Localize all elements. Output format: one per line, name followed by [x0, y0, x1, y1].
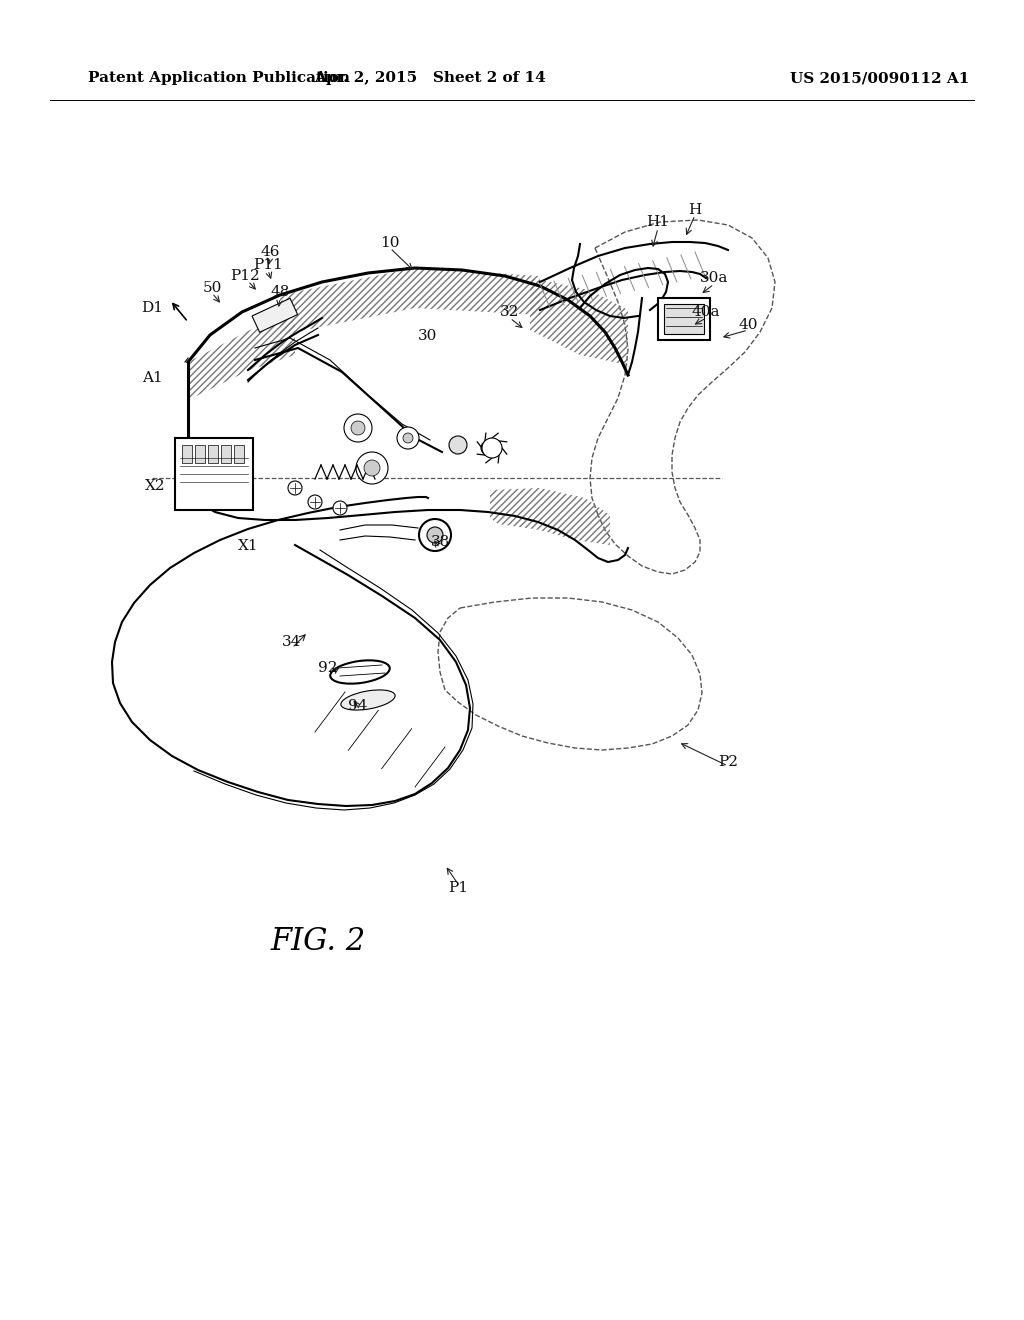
Circle shape [481, 441, 495, 455]
Text: P11: P11 [253, 257, 283, 272]
Text: 46: 46 [260, 246, 280, 259]
Bar [182, 445, 193, 463]
Circle shape [364, 459, 380, 477]
Circle shape [427, 527, 443, 543]
Text: D1: D1 [141, 301, 163, 315]
Circle shape [397, 426, 419, 449]
Text: 94: 94 [348, 700, 368, 713]
Text: H: H [688, 203, 701, 216]
Bar [195, 445, 205, 463]
Text: US 2015/0090112 A1: US 2015/0090112 A1 [791, 71, 970, 84]
Text: 34: 34 [283, 635, 302, 649]
Bar [221, 445, 231, 463]
Text: X2: X2 [144, 479, 165, 492]
Bar [252, 298, 298, 333]
Text: Patent Application Publication: Patent Application Publication [88, 71, 350, 84]
Ellipse shape [331, 660, 390, 684]
Bar [658, 298, 710, 341]
Text: 38: 38 [430, 535, 450, 549]
Circle shape [449, 436, 467, 454]
Text: P1: P1 [449, 880, 468, 895]
Text: 30: 30 [419, 329, 437, 343]
Text: 10: 10 [380, 236, 399, 249]
Circle shape [344, 414, 372, 442]
Text: FIG. 2: FIG. 2 [270, 927, 366, 957]
Text: X1: X1 [238, 539, 258, 553]
Text: 40a: 40a [692, 305, 720, 319]
Bar [175, 438, 253, 510]
Bar [664, 304, 705, 334]
Text: P2: P2 [718, 755, 738, 770]
Circle shape [333, 502, 347, 515]
Text: 92: 92 [318, 661, 338, 675]
Circle shape [356, 451, 388, 484]
Text: 50: 50 [203, 281, 221, 294]
Bar [208, 445, 218, 463]
Circle shape [482, 438, 502, 458]
Text: 40: 40 [738, 318, 758, 333]
Circle shape [351, 421, 365, 436]
Bar [234, 445, 244, 463]
Ellipse shape [341, 690, 395, 710]
Text: 30a: 30a [699, 271, 728, 285]
Text: Apr. 2, 2015   Sheet 2 of 14: Apr. 2, 2015 Sheet 2 of 14 [314, 71, 546, 84]
Circle shape [288, 480, 302, 495]
Circle shape [308, 495, 322, 510]
Text: 48: 48 [270, 285, 290, 300]
Text: A1: A1 [141, 371, 163, 385]
Text: H1: H1 [646, 215, 670, 228]
Circle shape [419, 519, 451, 550]
Circle shape [403, 433, 413, 444]
Text: 32: 32 [501, 305, 520, 319]
Text: P12: P12 [230, 269, 260, 282]
